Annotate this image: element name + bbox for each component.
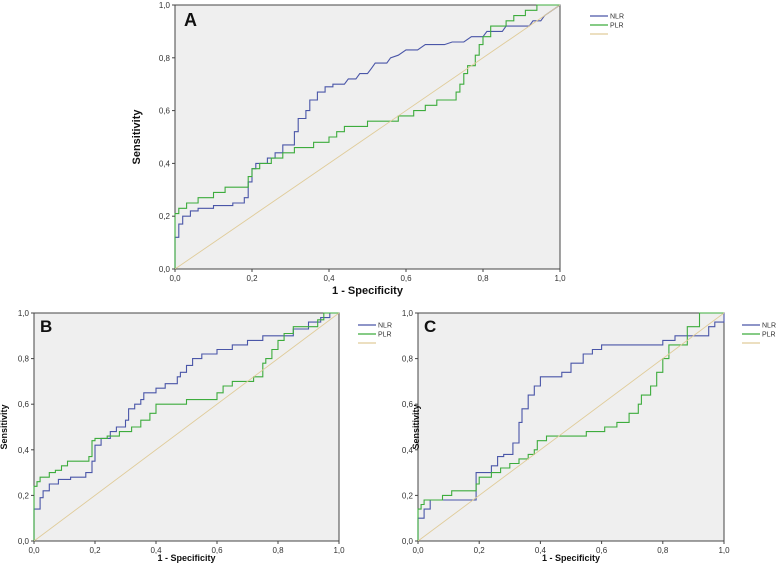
reference-line-a (174, 4, 561, 270)
x-tick-label-c: 1,0 (718, 546, 730, 555)
y-tick-label-b: 0,8 (18, 355, 30, 364)
x-tick-label-c: 0,8 (657, 546, 669, 555)
x-tick-label-b: 0,4 (150, 546, 162, 555)
y-axis-title-c: Sensitivity (411, 404, 421, 449)
legend-label-a: PLR (610, 23, 624, 30)
x-axis-title-b: 1 - Specificity (157, 553, 215, 563)
x-tick-label-b: 0,6 (211, 546, 223, 555)
panel-label-c: C (424, 317, 436, 336)
x-tick-label-c: 0,6 (596, 546, 608, 555)
y-tick-label-c: 0,4 (402, 446, 414, 455)
y-tick-label-b: 0,4 (18, 446, 30, 455)
y-tick-label-a: 0,8 (159, 54, 171, 63)
x-tick-label-a: 1,0 (554, 274, 566, 283)
y-tick-label-b: 0,2 (18, 491, 30, 500)
y-axis-title-a: Sensitivity (131, 109, 143, 165)
panel-c: 0,0 0,2 0,4 0,6 0,8 1,0 0,0 0,2 0,4 0,6 0,8 1,0 1 - … (402, 309, 776, 563)
x-tick-label-b: 0,2 (89, 546, 101, 555)
y-tick-label-c: 0,6 (402, 400, 414, 409)
y-tick-label-a: 0,2 (159, 212, 171, 221)
x-tick-label-b: 1,0 (333, 546, 345, 555)
x-tick-label-a: 0,8 (477, 274, 489, 283)
y-tick-label-a: 0,6 (159, 107, 171, 116)
legend-label-b: NLR (378, 323, 392, 330)
legend-label-b: PLR (378, 332, 392, 339)
y-tick-label-a: 0,0 (159, 265, 171, 274)
panel-label-b: B (40, 317, 52, 336)
panel-b: 0,0 0,2 0,4 0,6 0,8 1,0 0,0 0,2 0,4 0,6 0,8 1,0 1 - … (0, 309, 392, 563)
y-tick-label-b: 0,0 (18, 537, 30, 546)
x-tick-label-b: 0,8 (272, 546, 284, 555)
x-tick-label-c: 0,2 (474, 546, 486, 555)
y-axis-title-b: Sensitivity (0, 404, 9, 449)
x-axis-title-a: 1 - Specificity (332, 285, 404, 297)
x-tick-label-b: 0,0 (28, 546, 40, 555)
y-tick-label-a: 0,4 (159, 159, 171, 168)
y-tick-label-b: 0,6 (18, 400, 30, 409)
x-tick-label-a: 0,0 (169, 274, 181, 283)
x-tick-label-a: 0,2 (246, 274, 258, 283)
y-tick-label-b: 1,0 (18, 309, 30, 318)
panel-a: 0,0 0,2 0,4 0,6 0,8 1,0 0,0 0,2 0,4 0,6 0,8 1,0 1 - … (131, 1, 624, 297)
nlr-curve-a (174, 4, 561, 269)
legend-label-c: NLR (762, 323, 776, 330)
y-tick-label-c: 0,0 (402, 537, 414, 546)
y-tick-label-c: 0,2 (402, 491, 414, 500)
legend-label-c: PLR (762, 332, 776, 339)
y-tick-label-a: 1,0 (159, 1, 171, 10)
panel-label-a: A (184, 10, 197, 30)
nlr-curve-c (417, 313, 725, 541)
plr-curve-b (33, 312, 339, 541)
nlr-curve-b (33, 312, 339, 541)
plr-curve-a (174, 4, 560, 269)
x-tick-label-a: 0,4 (323, 274, 335, 283)
y-tick-label-c: 0,8 (402, 355, 414, 364)
y-tick-label-c: 1,0 (402, 309, 414, 318)
x-tick-label-c: 0,0 (412, 546, 424, 555)
x-tick-label-a: 0,6 (400, 274, 412, 283)
reference-line-b (33, 312, 340, 542)
x-axis-title-c: 1 - Specificity (542, 553, 600, 563)
x-tick-label-c: 0,4 (535, 546, 547, 555)
reference-line-c (417, 312, 725, 542)
legend-label-a: NLR (610, 14, 624, 21)
plr-curve-c (417, 312, 724, 541)
